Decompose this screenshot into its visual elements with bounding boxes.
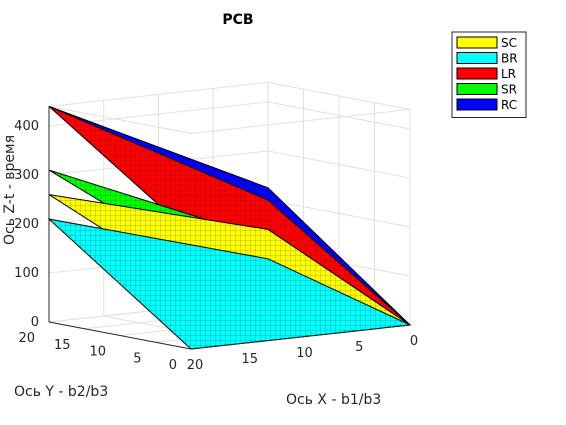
grid-line	[267, 150, 411, 179]
y-tick-label: 0	[169, 358, 177, 373]
grid-line	[267, 81, 411, 110]
y-tick-label: 15	[54, 338, 71, 353]
y-tick-label: 5	[133, 351, 141, 366]
legend-swatch-sr	[456, 83, 498, 95]
legend-swatch-br	[456, 52, 498, 64]
x-axis-line	[190, 324, 411, 350]
legend-swatch-lr	[456, 67, 498, 80]
x-tick-label: 0	[410, 334, 418, 349]
legend-swatch-sc	[456, 36, 498, 49]
z-tick-label: 300	[14, 168, 39, 183]
legend-label-sr: SR	[501, 83, 517, 97]
y-axis-line	[48, 321, 192, 350]
x-tick-label: 20	[187, 358, 204, 373]
z-axis-label: Ось Z-t - время	[2, 135, 18, 245]
grid-line	[48, 105, 192, 134]
y-tick-label: 10	[89, 345, 106, 360]
surfaces	[47, 105, 412, 350]
legend-label-rc: RC	[501, 98, 517, 112]
legend-label-br: BR	[501, 52, 518, 66]
x-tick-label: 10	[296, 346, 313, 361]
y-axis-label: Ось Y - b2/b3	[14, 384, 108, 400]
y-tick-label: 20	[18, 331, 35, 346]
grid-line	[48, 81, 269, 107]
legend-label-sc: SC	[501, 36, 517, 50]
z-tick-label: 0	[31, 315, 39, 330]
grid-line	[190, 108, 411, 134]
z-tick-label: 400	[14, 119, 39, 134]
x-tick-label: 15	[241, 352, 258, 367]
legend-swatch-rc	[456, 98, 498, 111]
chart-title: PCB	[222, 12, 253, 28]
legend-label-lr: LR	[501, 67, 516, 81]
x-axis-label: Ось X - b1/b3	[286, 392, 381, 408]
z-tick-label: 100	[14, 266, 39, 281]
x-tick-label: 5	[355, 340, 363, 355]
z-tick-label: 200	[14, 217, 39, 232]
grid-line	[267, 199, 411, 228]
grid-line	[267, 101, 411, 130]
